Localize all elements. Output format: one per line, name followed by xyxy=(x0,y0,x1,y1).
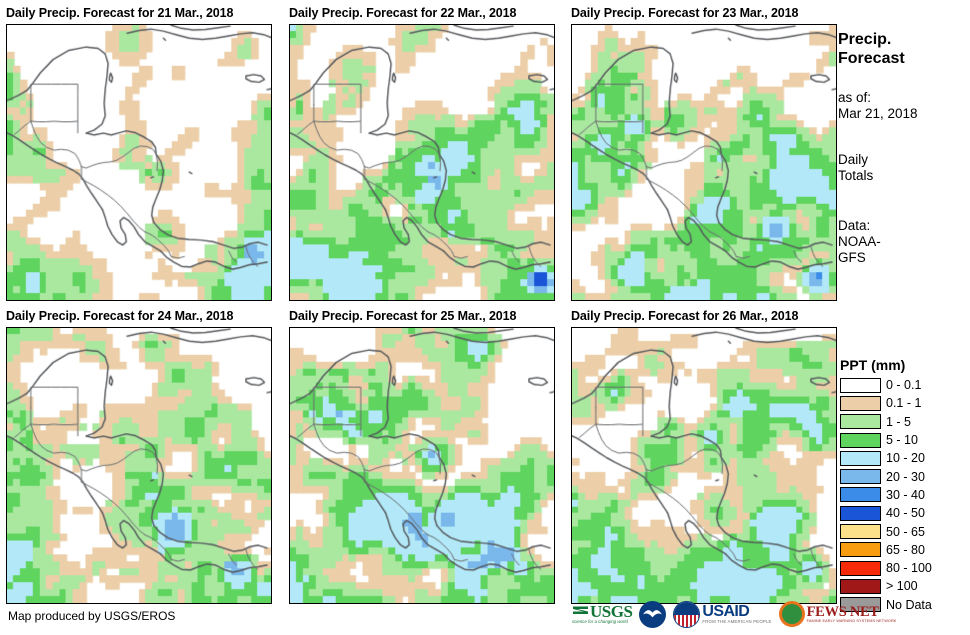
usaid-tagline: FROM THE AMERICAN PEOPLE xyxy=(702,619,772,624)
usgs-wordmark: USGS xyxy=(590,602,633,621)
map-panel-2[interactable] xyxy=(289,24,555,301)
legend-row: 50 - 65 xyxy=(840,522,968,540)
legend-swatch xyxy=(840,487,881,503)
legend-label: 20 - 30 xyxy=(886,469,925,484)
legend-label: 80 - 100 xyxy=(886,561,932,576)
map-panel-6[interactable] xyxy=(571,327,837,604)
map-credit: Map produced by USGS/EROS xyxy=(8,609,176,623)
legend-label: 0.1 - 1 xyxy=(886,396,922,411)
legend-label: 65 - 80 xyxy=(886,542,925,557)
usaid-seal-icon xyxy=(673,600,701,628)
legend-label: 30 - 40 xyxy=(886,487,925,502)
precip-map-canvas xyxy=(572,25,836,300)
legend-swatch xyxy=(840,578,881,594)
data-source-label: Data: xyxy=(838,218,871,233)
legend-swatch xyxy=(840,469,881,485)
panel-title-2: Daily Precip. Forecast for 22 Mar., 2018 xyxy=(289,6,517,20)
legend-label: 5 - 10 xyxy=(886,433,918,448)
legend-row: 20 - 30 xyxy=(840,467,968,485)
panel-title-3: Daily Precip. Forecast for 23 Mar., 2018 xyxy=(571,6,799,20)
legend-row: 80 - 100 xyxy=(840,559,968,577)
legend-swatch xyxy=(840,377,881,393)
sidebar-title-line1: Precip. xyxy=(838,31,892,48)
fewsnet-tagline: FAMINE EARLY WARNING SYSTEMS NETWORK xyxy=(806,619,897,623)
info-sidebar: Precip. Forecast as of: Mar 21, 2018 Dai… xyxy=(838,30,970,266)
legend-swatch xyxy=(840,432,881,448)
precip-map-canvas xyxy=(290,25,554,300)
fewsnet-wordmark: FEWS NET xyxy=(806,604,879,620)
map-panel-3[interactable] xyxy=(571,24,837,301)
usaid-wordmark: USAID xyxy=(702,603,750,620)
noaa-seagull-icon xyxy=(643,609,663,617)
usgs-tagline: science for a changing world xyxy=(572,619,628,624)
as-of-value: Mar 21, 2018 xyxy=(838,106,918,121)
data-source-line1: NOAA- xyxy=(838,234,881,249)
legend-swatch xyxy=(840,560,881,576)
legend-rows: 0 - 0.1 0.1 - 1 1 - 5 5 - 10 10 - 20 20 - 30 3… xyxy=(840,376,968,614)
legend-row: 30 - 40 xyxy=(840,486,968,504)
fewsnet-globe-icon xyxy=(778,601,805,627)
totals-label-line1: Daily xyxy=(838,152,869,167)
legend-swatch xyxy=(840,414,881,430)
legend-row: 0.1 - 1 xyxy=(840,394,968,412)
legend: PPT (mm) 0 - 0.1 0.1 - 1 1 - 5 5 - 10 10 - 2… xyxy=(840,357,968,614)
agency-logos: USGS science for a changing world USAID … xyxy=(572,598,896,630)
precip-map-canvas xyxy=(290,328,554,603)
legend-row: No Data xyxy=(840,596,968,614)
legend-label: 0 - 0.1 xyxy=(886,378,922,393)
panel-title-5: Daily Precip. Forecast for 25 Mar., 2018 xyxy=(289,309,517,323)
map-panel-4[interactable] xyxy=(6,327,272,604)
legend-swatch xyxy=(840,450,881,466)
usgs-logo: USGS science for a changing world xyxy=(572,598,633,630)
legend-label: 40 - 50 xyxy=(886,506,925,521)
legend-swatch xyxy=(840,524,881,540)
legend-swatch xyxy=(840,542,881,558)
usgs-wave-icon xyxy=(573,606,588,614)
fewsnet-logo: FEWS NET FAMINE EARLY WARNING SYSTEMS NE… xyxy=(778,598,897,630)
legend-label: 1 - 5 xyxy=(886,414,912,429)
legend-label: 50 - 65 xyxy=(886,524,925,539)
legend-swatch xyxy=(840,395,881,411)
totals-label-line2: Totals xyxy=(838,168,874,183)
legend-row: 5 - 10 xyxy=(840,431,968,449)
noaa-circle-icon xyxy=(639,600,667,628)
legend-swatch xyxy=(840,597,881,613)
noaa-logo xyxy=(639,598,667,630)
usaid-logo: USAID FROM THE AMERICAN PEOPLE xyxy=(673,598,771,630)
legend-row: 10 - 20 xyxy=(840,449,968,467)
legend-label: No Data xyxy=(886,597,932,612)
sidebar-title-line2: Forecast xyxy=(838,50,905,67)
legend-label: 10 - 20 xyxy=(886,451,925,466)
legend-row: 1 - 5 xyxy=(840,413,968,431)
legend-label: > 100 xyxy=(886,579,918,594)
legend-title: PPT (mm) xyxy=(840,357,906,373)
panel-title-6: Daily Precip. Forecast for 26 Mar., 2018 xyxy=(571,309,799,323)
legend-swatch xyxy=(840,505,881,521)
legend-row: > 100 xyxy=(840,577,968,595)
map-panel-1[interactable] xyxy=(6,24,272,301)
as-of-label: as of: xyxy=(838,90,872,105)
legend-row: 40 - 50 xyxy=(840,504,968,522)
precip-map-canvas xyxy=(7,25,271,300)
legend-row: 0 - 0.1 xyxy=(840,376,968,394)
legend-row: 65 - 80 xyxy=(840,541,968,559)
panel-title-1: Daily Precip. Forecast for 21 Mar., 2018 xyxy=(6,6,234,20)
panel-title-4: Daily Precip. Forecast for 24 Mar., 2018 xyxy=(6,309,234,323)
precip-map-canvas xyxy=(572,328,836,603)
map-panel-5[interactable] xyxy=(289,327,555,604)
data-source-line2: GFS xyxy=(838,250,866,265)
precip-map-canvas xyxy=(7,328,271,603)
